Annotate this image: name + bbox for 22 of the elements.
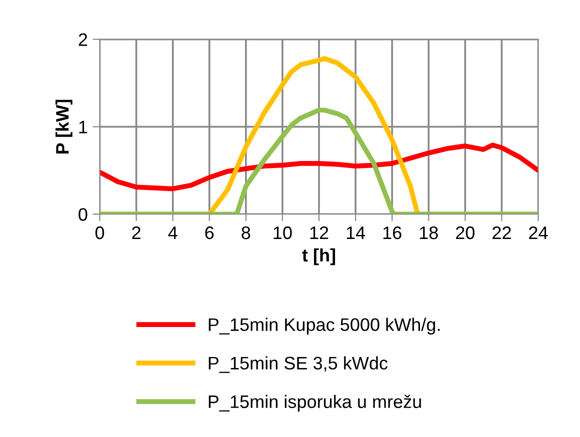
legend-label: P_15min isporuka u mrežu <box>208 394 421 412</box>
x-tick-label: 16 <box>383 226 402 240</box>
x-tick-label: 4 <box>168 226 178 240</box>
y-tick-label: 2 <box>78 33 88 46</box>
x-tick-label: 24 <box>529 226 548 240</box>
legend-label: P_15min SE 3,5 kWdc <box>208 356 388 373</box>
x-tick-label: 8 <box>242 226 250 240</box>
x-tick-label: 10 <box>274 226 292 240</box>
y-tick-label: 0 <box>78 208 88 221</box>
x-tick-label: 20 <box>456 226 474 240</box>
y-axis-title: P [kW] <box>56 100 72 154</box>
x-tick-label: 14 <box>346 226 366 240</box>
x-tick-label: 2 <box>132 226 140 240</box>
x-axis-title: t [h] <box>302 248 336 266</box>
x-tick-label: 6 <box>205 226 214 240</box>
legend-label: P_15min Kupac 5000 kWh/g. <box>208 318 440 335</box>
x-tick-label: 18 <box>420 226 438 240</box>
x-tick-label: 22 <box>492 226 511 240</box>
x-tick-label: 12 <box>310 226 328 240</box>
x-tick-label: 0 <box>95 226 104 240</box>
line-series <box>100 142 538 192</box>
y-tick-label: 1 <box>79 120 88 134</box>
